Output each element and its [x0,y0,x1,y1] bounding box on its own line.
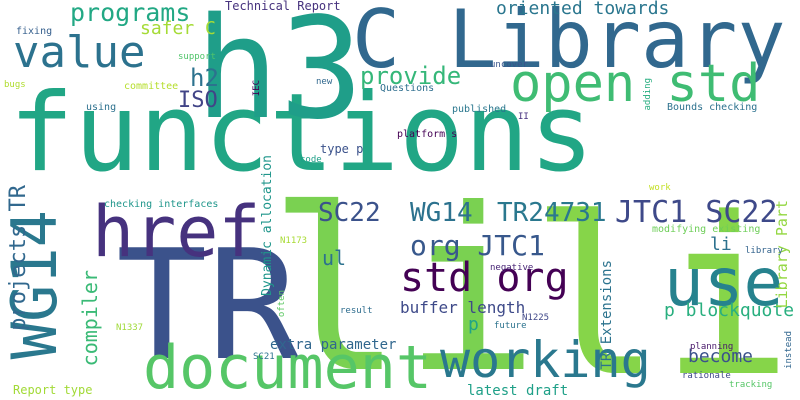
cloud-word-planning: planning [690,342,734,352]
cloud-word-n1173: N1173 [280,236,308,246]
cloud-word-org-jtc1: org JTC1 [410,229,545,262]
cloud-word-compiler: compiler [78,270,102,367]
cloud-word-instead: instead [784,331,794,369]
cloud-word-provide: provide [360,62,462,90]
cloud-word-tr-extensions: TR Extensions [599,260,615,370]
cloud-word-dynamic-allocation: Dynamic allocation [260,155,275,296]
cloud-word-bugs: bugs [4,80,26,90]
cloud-word-published: published [452,104,507,115]
cloud-word-href: href [92,191,261,273]
cloud-word-code: code [300,155,322,165]
cloud-word-adding: adding [643,78,653,111]
cloud-word-functions: functions [9,71,595,196]
cloud-word-iec: IEC [252,80,262,97]
cloud-word-oriented-towards: oriented towards [496,0,670,19]
cloud-word-support: support [178,52,216,62]
cloud-word-questions: Questions [380,83,435,94]
cloud-word-buffer-length: buffer length [400,298,526,317]
cloud-word-often: often [277,290,287,318]
cloud-word-using: using [86,102,117,113]
cloud-word-become: become [688,346,754,367]
cloud-word-li-right: li [530,172,793,400]
cloud-word-value: value [13,27,146,78]
cloud-word-modifying-existing: modifying existing [652,224,761,235]
cloud-word-p: p [468,314,479,335]
cloud-word-h2: h2 [190,64,219,92]
cloud-word-library: library [745,246,783,256]
cloud-word-h3: h3 [195,0,364,151]
cloud-word-n1225: N1225 [522,313,550,323]
cloud-word-use: use [664,244,784,321]
cloud-word-new: new [316,77,333,87]
cloud-word-c-library: C Library [352,0,786,86]
cloud-word-safer-c: safer C [140,18,216,39]
cloud-word-ul: ul [322,246,347,270]
cloud-word-working: working [440,331,651,389]
cloud-word-platform-s: platform s [397,129,458,140]
cloud-word-li-small: li [710,234,732,255]
cloud-word-jtc1-sc22: JTC1 SC22 [615,195,778,230]
cloud-word-negative: negative [490,263,534,273]
cloud-word-bounds-checking: Bounds checking [667,102,758,113]
cloud-word-n1337: N1337 [116,323,144,333]
cloud-word-li-large: li [268,161,539,400]
cloud-word-sc22: SC22 [318,198,381,228]
cloud-word-open-std: open std [510,54,761,114]
cloud-word-latest-draft: latest draft [467,383,569,399]
cloud-word-technical-report: Technical Report [225,0,341,13]
cloud-word-report-type: Report type [13,383,93,397]
cloud-word-result: result [340,306,373,316]
cloud-word-uncover: uncover [490,60,528,70]
cloud-word-iso: ISO [178,88,218,113]
cloud-word-committee: committee [124,81,179,92]
cloud-word-tr24731: TR24731 [497,198,607,228]
cloud-word-tr: TR [116,217,300,394]
cloud-word-rationale: rationale [682,371,731,381]
cloud-word-document: document [143,333,432,400]
cloud-word-checking-interfaces: checking interfaces [104,199,219,210]
cloud-word-fixing: fixing [16,26,53,37]
cloud-word-ii: II [518,112,529,122]
cloud-word-projects-tr: projects TR [6,185,31,331]
cloud-word-p-blockquote: p blockquote [664,300,795,321]
cloud-word-type-p: type p [320,142,364,156]
cloud-word-wg14: WG14 [410,198,473,228]
cloud-word-sc21: SC21 [253,352,275,362]
cloud-word-programs: programs [70,0,191,27]
cloud-word-tracking: tracking [729,380,773,390]
cloud-word-extra-parameter: extra parameter [270,337,397,353]
cloud-word-work: work [649,183,671,193]
cloud-word-std-org: std org [400,255,569,301]
cloud-word-future: future [494,321,527,331]
